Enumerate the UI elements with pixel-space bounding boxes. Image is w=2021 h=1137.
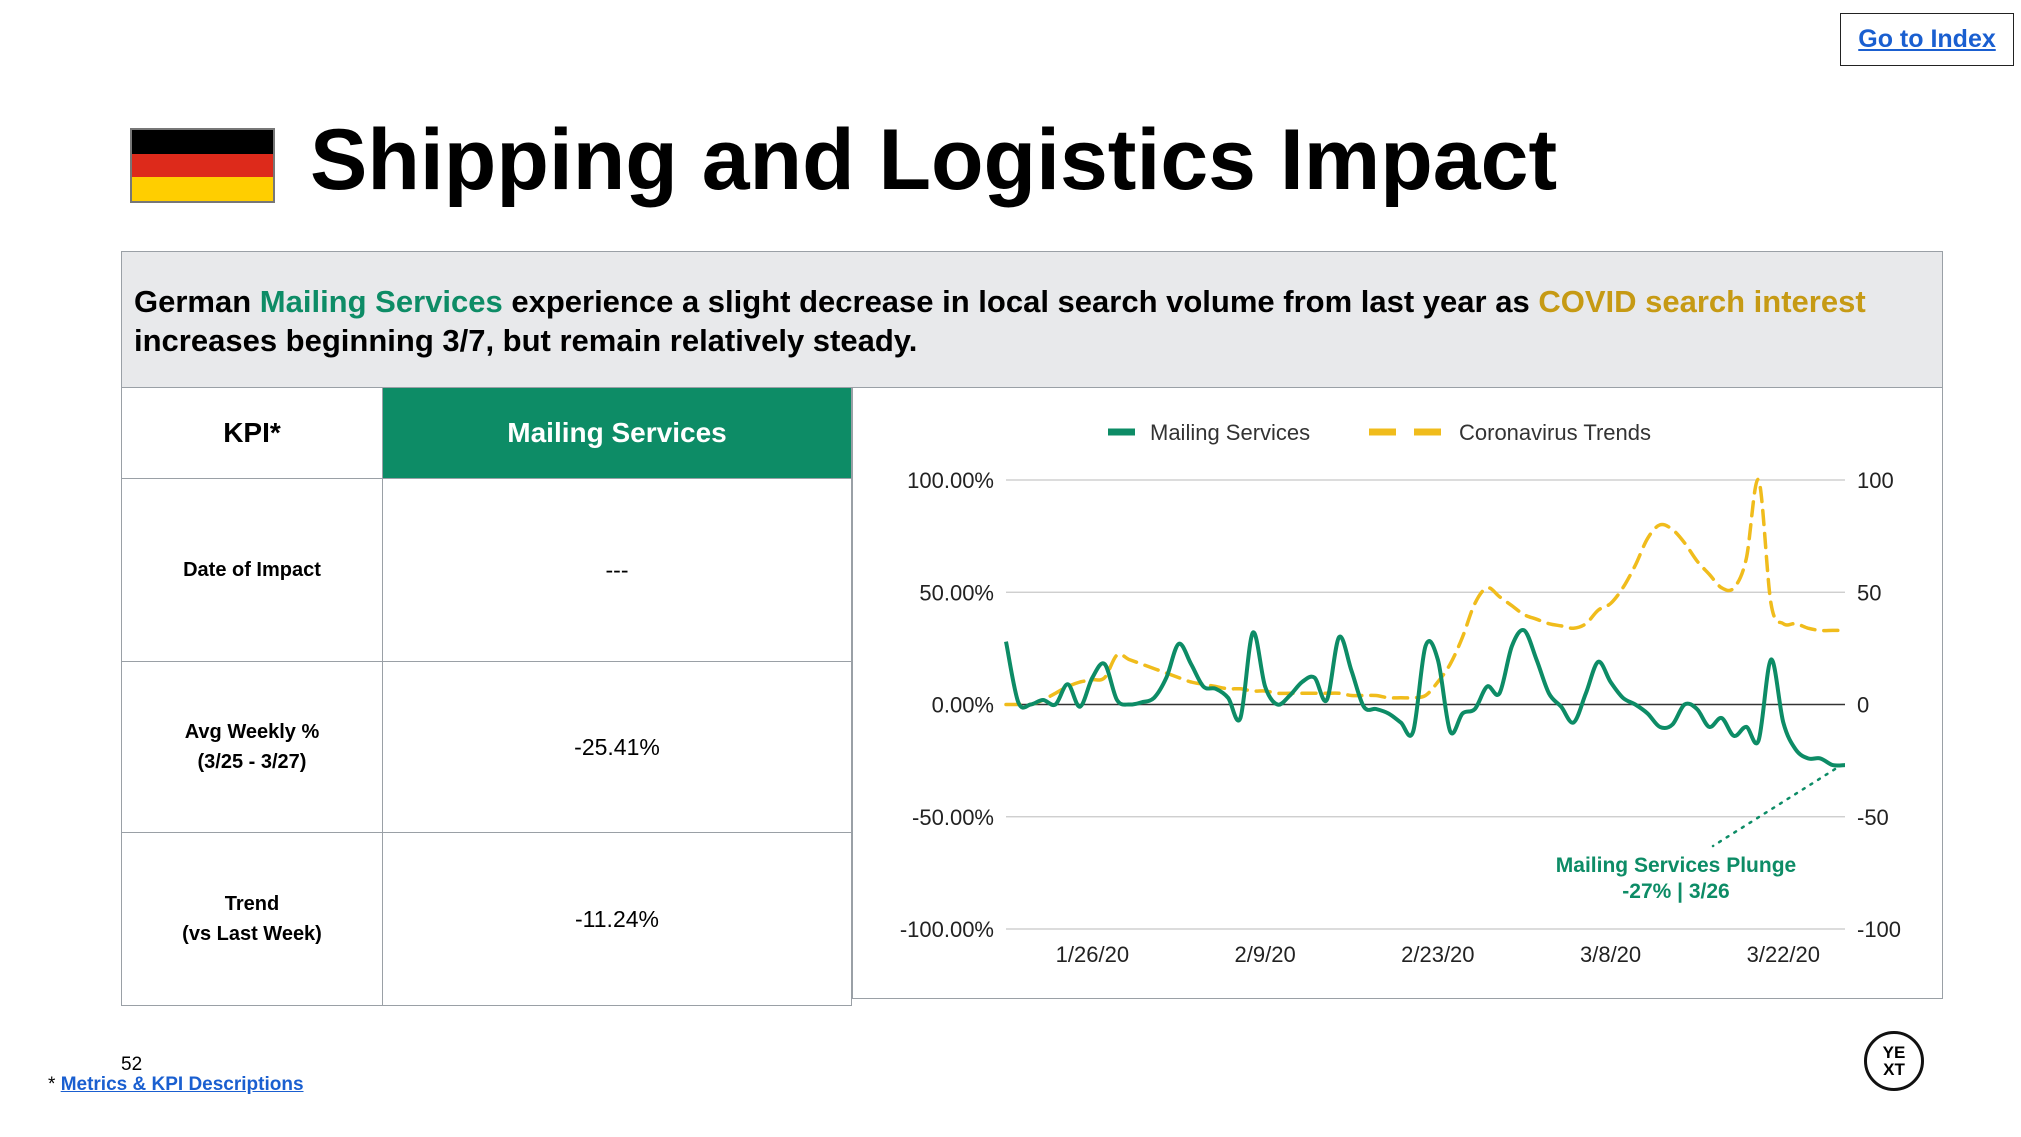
- kpi-sublabel: (vs Last Week): [182, 923, 322, 945]
- page-title: Shipping and Logistics Impact: [310, 112, 1558, 208]
- series-line-mailing-services: [1004, 628, 1846, 768]
- y-tick-label-right: -50: [1857, 805, 1889, 830]
- kpi-table-header-row: KPI* Mailing Services: [121, 387, 852, 479]
- kpi-label-cell: Avg Weekly % (3/25 - 3/27): [121, 661, 383, 833]
- annotation-pointer: [1711, 767, 1837, 848]
- kpi-label-cell: Trend (vs Last Week): [121, 832, 383, 1006]
- footnote: * Metrics & KPI Descriptions: [48, 1074, 304, 1096]
- y-tick-label-right: 50: [1857, 580, 1881, 605]
- banner-text-1: German: [134, 284, 260, 319]
- banner-text-2: experience a slight decrease in local se…: [502, 284, 1539, 319]
- y-tick-label-left: 50.00%: [919, 580, 994, 605]
- kpi-label: Avg Weekly %: [184, 721, 320, 743]
- annotation-sublabel: -27% | 3/26: [1622, 880, 1729, 903]
- yext-logo: YE XT: [1864, 1031, 1924, 1091]
- mailing-services-header-cell: Mailing Services: [382, 387, 852, 479]
- legend-label-coronavirus-trends: Coronavirus Trends: [1459, 420, 1651, 445]
- y-tick-label-right: 0: [1857, 693, 1869, 718]
- y-tick-label-left: 100.00%: [907, 468, 994, 493]
- kpi-sublabel: (3/25 - 3/27): [197, 751, 307, 773]
- metrics-kpi-descriptions-link[interactable]: Metrics & KPI Descriptions: [60, 1074, 304, 1095]
- kpi-label: Date of Impact: [183, 559, 321, 581]
- kpi-header-cell: KPI*: [121, 387, 383, 479]
- y-tick-label-right: 100: [1857, 468, 1894, 493]
- kpi-value-cell: ---: [382, 478, 852, 662]
- flag-band-red: [132, 153, 273, 178]
- footnote-star: *: [48, 1074, 56, 1095]
- kpi-value-cell: -25.41%: [382, 661, 852, 833]
- x-tick-label: 2/9/20: [1235, 942, 1296, 967]
- y-tick-label-left: 0.00%: [932, 693, 994, 718]
- table-row: Avg Weekly % (3/25 - 3/27) -25.41%: [121, 661, 852, 833]
- page-number: 52: [121, 1054, 143, 1075]
- banner-highlight-mailing: Mailing Services: [259, 284, 503, 319]
- series-line-coronavirus-trends: [1004, 478, 1847, 707]
- kpi-value-cell: -11.24%: [382, 832, 852, 1006]
- y-tick-label-left: -100.00%: [900, 917, 994, 942]
- banner-highlight-covid: COVID search interest: [1538, 284, 1866, 319]
- logo-text-top: YE: [1882, 1043, 1906, 1062]
- kpi-label-cell: Date of Impact: [121, 478, 383, 662]
- kpi-label: Trend: [224, 893, 280, 915]
- x-tick-label: 3/22/20: [1747, 942, 1820, 967]
- summary-banner: German Mailing Services experience a sli…: [121, 251, 1943, 388]
- logo-text-bottom: XT: [1883, 1060, 1905, 1079]
- y-tick-label-right: -100: [1857, 917, 1901, 942]
- x-tick-label: 1/26/20: [1056, 942, 1129, 967]
- flag-band-black: [132, 130, 273, 154]
- kpi-table: KPI* Mailing Services Date of Impact ---…: [121, 387, 852, 1006]
- x-tick-label: 2/23/20: [1401, 942, 1474, 967]
- table-row: Trend (vs Last Week) -11.24%: [121, 832, 852, 1006]
- germany-flag-icon: [130, 128, 275, 203]
- flag-band-gold: [132, 177, 273, 201]
- legend-label-mailing-services: Mailing Services: [1150, 420, 1310, 445]
- y-tick-label-left: -50.00%: [912, 805, 994, 830]
- go-to-index-link[interactable]: Go to Index: [1858, 25, 1996, 53]
- chart-panel: 100.00% 100 50.00% 50 0.00% 0 -50.00% -50 -100.0…: [852, 387, 1943, 999]
- go-to-index-box: Go to Index: [1840, 13, 2014, 66]
- table-row: Date of Impact ---: [121, 478, 852, 662]
- annotation-label: Mailing Services Plunge: [1556, 854, 1796, 877]
- banner-text-3: increases beginning 3/7, but remain rela…: [134, 323, 918, 358]
- x-tick-label: 3/8/20: [1580, 942, 1641, 967]
- line-chart: 100.00% 100 50.00% 50 0.00% 0 -50.00% -50 -100.0…: [900, 420, 1901, 967]
